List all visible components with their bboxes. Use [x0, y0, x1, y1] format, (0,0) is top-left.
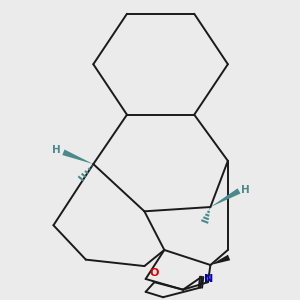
Polygon shape [210, 188, 241, 207]
Polygon shape [62, 149, 93, 164]
Polygon shape [210, 255, 230, 265]
Text: N: N [204, 274, 213, 284]
Text: H: H [242, 185, 250, 195]
Text: O: O [150, 268, 159, 278]
Text: H: H [52, 146, 60, 155]
